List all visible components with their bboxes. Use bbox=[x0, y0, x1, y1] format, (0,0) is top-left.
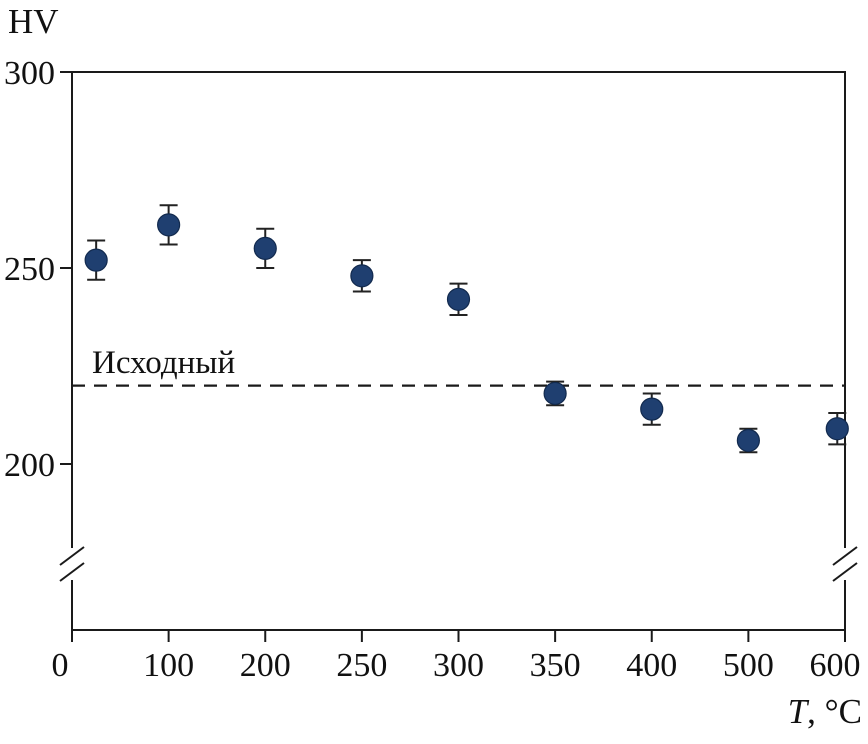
data-point bbox=[253, 236, 277, 260]
data-point bbox=[157, 213, 181, 237]
x-tick-label: 100 bbox=[143, 647, 194, 684]
axis-break-gap bbox=[841, 548, 849, 580]
reference-line-label: Исходный bbox=[92, 345, 235, 381]
data-point bbox=[350, 264, 374, 288]
y-tick-label: 250 bbox=[4, 251, 55, 288]
axis-break-slash bbox=[59, 562, 85, 582]
x-tick-label: 200 bbox=[240, 647, 291, 684]
axis-break-slash bbox=[832, 562, 858, 582]
y-tick-label: 300 bbox=[4, 55, 55, 92]
y-axis-title: HV bbox=[8, 2, 59, 41]
x-axis-title-symbol: T bbox=[788, 692, 810, 731]
data-point bbox=[84, 248, 108, 272]
x-axis-title: T, °C bbox=[788, 692, 862, 731]
data-point bbox=[446, 287, 471, 311]
x-tick-label: 250 bbox=[336, 647, 387, 684]
x-tick-label: 350 bbox=[530, 647, 581, 684]
axis-break-slash bbox=[59, 546, 85, 566]
x-axis-title-units: , °C bbox=[807, 692, 862, 731]
x-tick-label: 400 bbox=[626, 647, 677, 684]
x-tick-label: 300 bbox=[433, 647, 484, 684]
data-point bbox=[640, 397, 664, 421]
axis-break-gap bbox=[68, 548, 76, 580]
x-tick-label: 600 bbox=[810, 647, 861, 684]
x-tick-label: 500 bbox=[723, 647, 774, 684]
data-point bbox=[825, 417, 849, 441]
data-point bbox=[543, 381, 567, 406]
y-tick-label: 200 bbox=[4, 447, 55, 484]
axis-break-slash bbox=[832, 546, 858, 566]
data-point bbox=[736, 428, 760, 453]
x-tick-label: 0 bbox=[52, 647, 69, 684]
